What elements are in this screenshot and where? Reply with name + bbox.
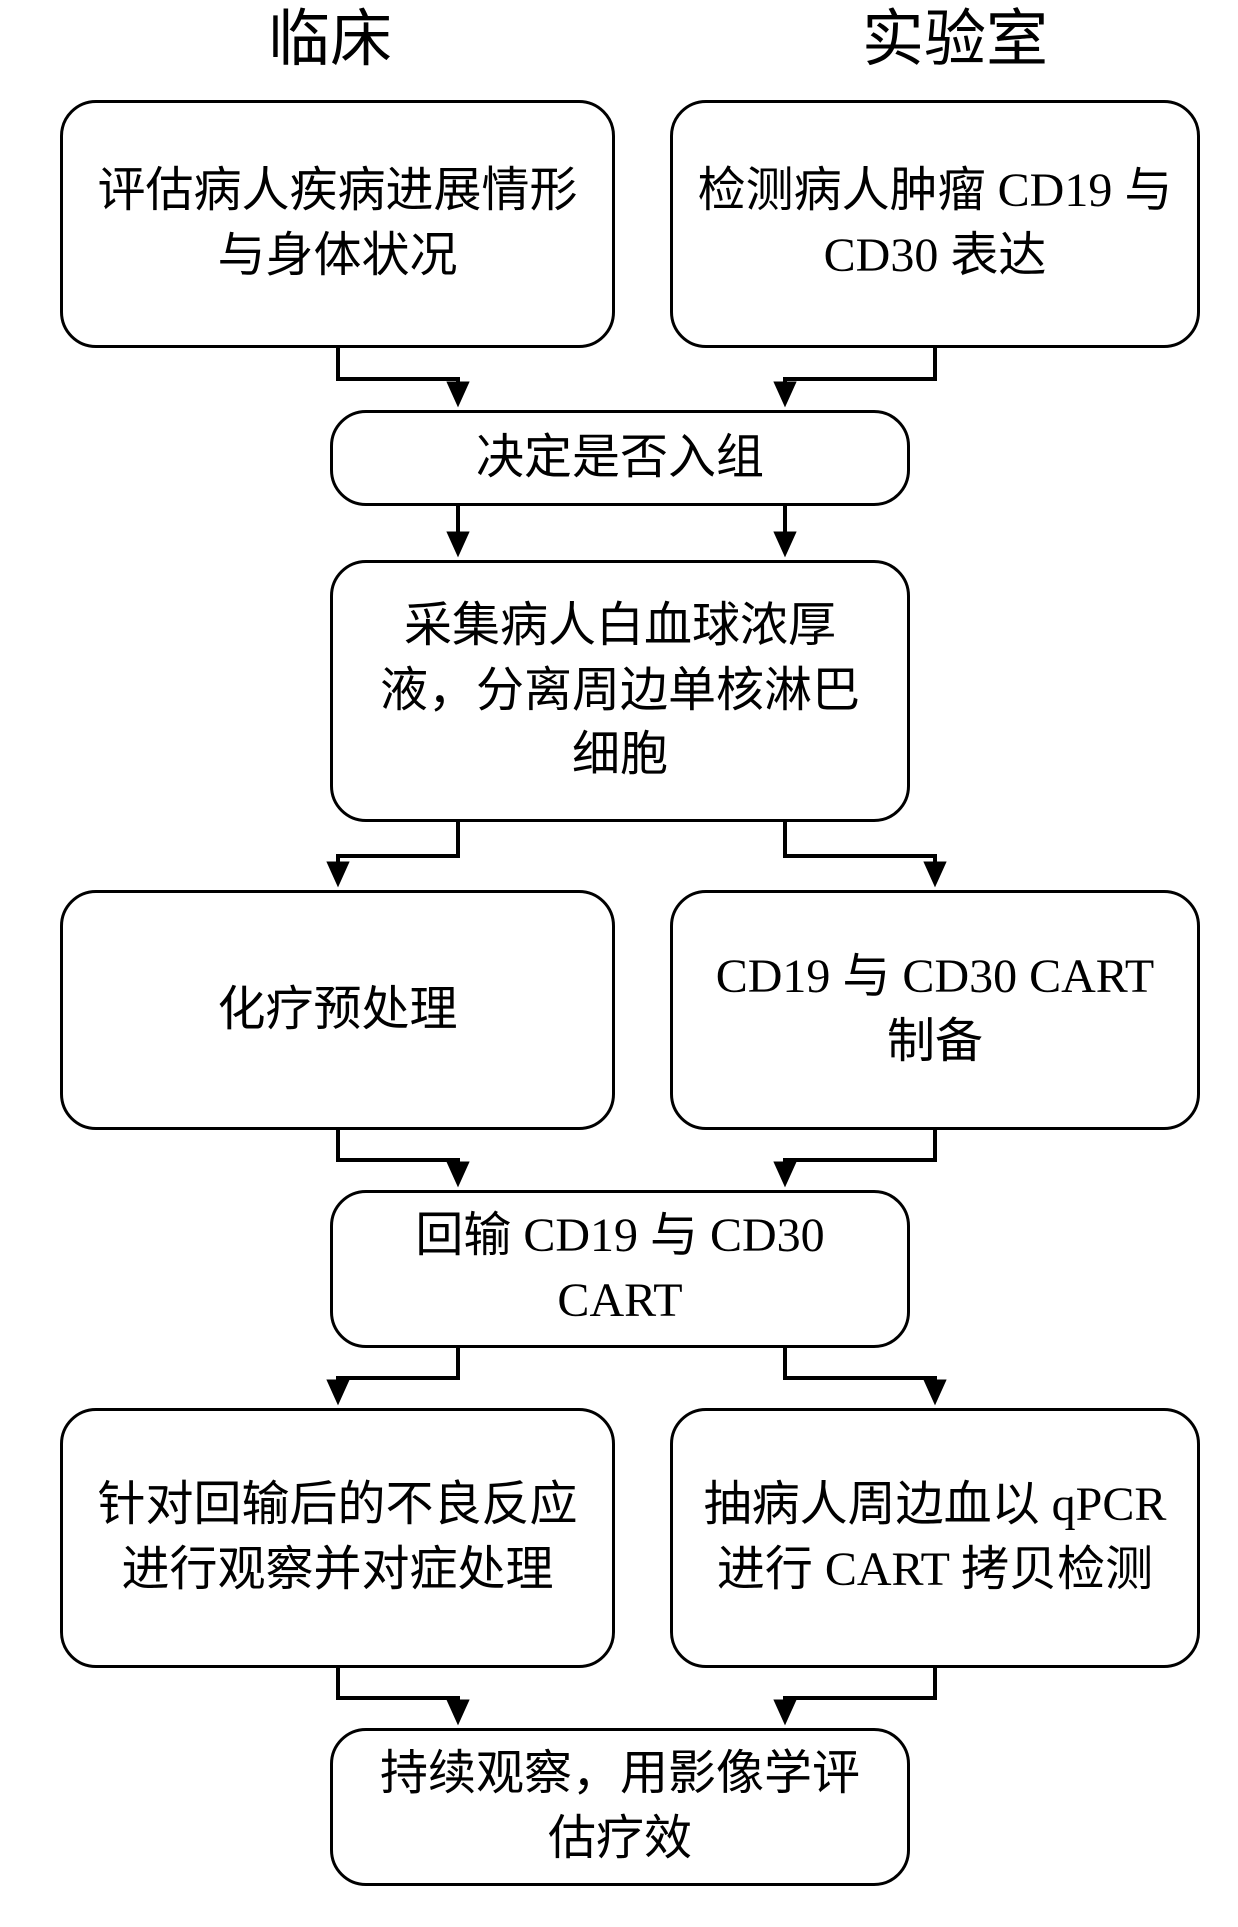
header-lab: 实验室	[785, 6, 1125, 74]
header-clinical: 临床	[200, 6, 460, 74]
node-label: 持续观察，用影像学评估疗效	[357, 1742, 883, 1872]
node-qpcr: 抽病人周边血以 qPCR 进行 CART 拷贝检测	[670, 1408, 1200, 1668]
node-lab-detect: 检测病人肿瘤 CD19 与 CD30 表达	[670, 100, 1200, 348]
node-label: 化疗预处理	[217, 978, 457, 1043]
node-label: CD19 与 CD30 CART 制备	[697, 945, 1173, 1075]
header-label: 临床	[268, 6, 392, 74]
node-label: 决定是否入组	[476, 426, 764, 491]
node-label: 回输 CD19 与 CD30 CART	[357, 1204, 883, 1334]
node-label: 检测病人肿瘤 CD19 与 CD30 表达	[697, 159, 1173, 289]
node-label: 抽病人周边血以 qPCR 进行 CART 拷贝检测	[697, 1473, 1173, 1603]
node-clinical-assess: 评估病人疾病进展情形与身体状况	[60, 100, 615, 348]
node-label: 采集病人白血球浓厚液，分离周边单核淋巴细胞	[357, 594, 883, 788]
node-decide: 决定是否入组	[330, 410, 910, 506]
header-label: 实验室	[862, 6, 1048, 74]
node-label: 评估病人疾病进展情形与身体状况	[87, 159, 588, 289]
node-evaluate: 持续观察，用影像学评估疗效	[330, 1728, 910, 1886]
flowchart-canvas: 临床 实验室 评估病人疾病进展情形与身体状况 检测病人肿瘤 CD19 与 CD3…	[0, 0, 1238, 1927]
node-reinfuse: 回输 CD19 与 CD30 CART	[330, 1190, 910, 1348]
node-cart-prep: CD19 与 CD30 CART 制备	[670, 890, 1200, 1130]
node-collect: 采集病人白血球浓厚液，分离周边单核淋巴细胞	[330, 560, 910, 822]
node-label: 针对回输后的不良反应进行观察并对症处理	[87, 1473, 588, 1603]
node-chemo: 化疗预处理	[60, 890, 615, 1130]
node-adverse: 针对回输后的不良反应进行观察并对症处理	[60, 1408, 615, 1668]
